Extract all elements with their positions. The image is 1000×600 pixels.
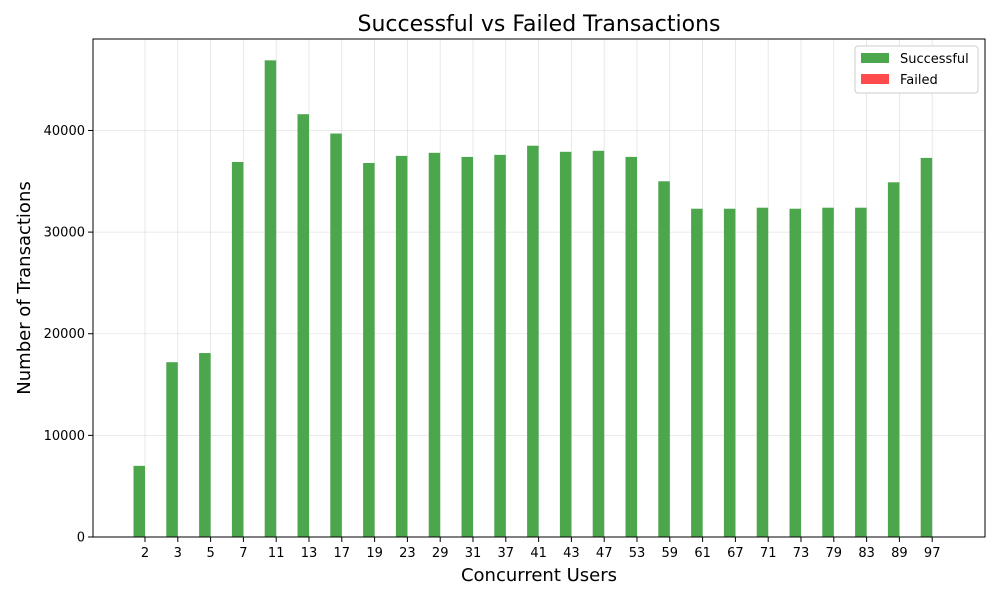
bars [133, 60, 933, 538]
bar-successful [527, 145, 539, 537]
bar-successful [494, 154, 506, 538]
y-tick-label: 40000 [44, 124, 85, 139]
x-tick-label: 7 [239, 546, 247, 561]
x-tick-label: 37 [498, 546, 515, 561]
legend-label-failed: Failed [900, 73, 938, 88]
x-tick-label: 67 [727, 546, 744, 561]
y-tick-label: 0 [77, 531, 85, 546]
x-tick-label: 47 [596, 546, 613, 561]
x-tick-label: 71 [760, 546, 777, 561]
bar-successful [658, 181, 670, 538]
x-tick-label: 89 [891, 546, 908, 561]
bar-successful [691, 208, 703, 537]
x-tick-label: 73 [793, 546, 810, 561]
bar-successful [756, 207, 769, 537]
legend-swatch-failed [861, 74, 889, 84]
bar-successful [723, 208, 736, 537]
bar-successful [330, 133, 342, 537]
x-tick-label: 79 [826, 546, 843, 561]
y-axis-title: Number of Transactions [14, 181, 35, 394]
x-tick-label: 23 [399, 546, 416, 561]
legend: Successful Failed [854, 45, 979, 94]
bar-successful [395, 155, 408, 537]
bar-successful [363, 162, 375, 538]
x-tick-label: 29 [432, 546, 449, 561]
bar-successful [789, 208, 801, 537]
chart-title: Successful vs Failed Transactions [358, 12, 721, 37]
x-tick-label: 11 [268, 546, 285, 561]
bar-successful [822, 207, 834, 537]
bar-successful [231, 161, 244, 537]
y-tick-label: 10000 [44, 429, 85, 444]
bar-successful [920, 157, 933, 537]
x-tick-label: 13 [301, 546, 318, 561]
x-tick-label: 43 [563, 546, 580, 561]
bar-successful [592, 150, 605, 538]
legend-swatch-successful [861, 53, 889, 63]
bar-successful [297, 114, 309, 537]
bar-successful [559, 151, 572, 537]
x-tick-label: 41 [530, 546, 547, 561]
x-tick-label: 3 [174, 546, 182, 561]
bar-successful [461, 156, 473, 538]
x-tick-label: 17 [334, 546, 351, 561]
x-tick-label: 5 [206, 546, 214, 561]
legend-label-successful: Successful [900, 52, 969, 67]
x-tick-label: 83 [858, 546, 875, 561]
y-tick-label: 30000 [44, 226, 85, 241]
x-tick-label: 59 [662, 546, 679, 561]
x-tick-label: 31 [465, 546, 482, 561]
x-tick-label: 2 [141, 546, 149, 561]
bar-successful [625, 156, 637, 538]
bar-successful [887, 182, 900, 537]
bar-successful [855, 207, 867, 537]
x-tick-label: 61 [694, 546, 711, 561]
bar-successful [166, 362, 178, 537]
x-tick-label: 19 [366, 546, 383, 561]
bar-successful [133, 465, 145, 537]
x-tick-label: 97 [924, 546, 941, 561]
bar-successful [199, 353, 211, 537]
bar-successful [264, 60, 277, 537]
x-tick-label: 53 [629, 546, 646, 561]
x-axis-title: Concurrent Users [461, 565, 617, 586]
y-tick-label: 20000 [44, 327, 85, 342]
bar-successful [428, 152, 441, 538]
